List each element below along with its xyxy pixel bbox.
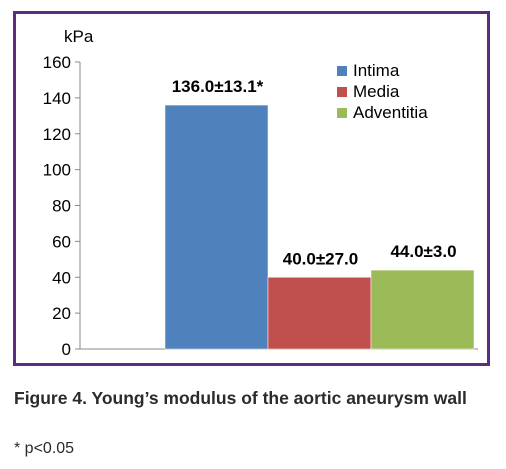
- legend-swatch-adventitia: [337, 108, 347, 118]
- y-tick-label: 160: [43, 53, 71, 72]
- legend-swatch-media: [337, 87, 347, 97]
- data-label-adventitia: 44.0±3.0: [390, 242, 456, 261]
- y-tick-label: 0: [62, 340, 71, 359]
- y-tick-label: 140: [43, 89, 71, 108]
- y-axis-title: kPa: [64, 27, 94, 46]
- legend-label-adventitia: Adventitia: [353, 103, 428, 122]
- legend-swatch-intima: [337, 66, 347, 76]
- data-label-intima: 136.0±13.1*: [172, 77, 264, 96]
- bar-intima: [164, 104, 269, 350]
- bar-media: [267, 277, 372, 350]
- y-tick-label: 60: [52, 232, 71, 251]
- legend: Intima Media Adventitia: [337, 61, 428, 122]
- legend-label-media: Media: [353, 82, 400, 101]
- bars: 136.0±13.1* 40.0±27.0 44.0±3.0: [164, 77, 475, 350]
- footnote: * p<0.05: [14, 440, 75, 457]
- y-tick-label: 40: [52, 268, 71, 287]
- bar-chart: kPa 0 20 40 60 80 100 120 140 160 136.0±13.1* 40.…: [43, 27, 478, 359]
- figure-caption: Figure 4. Young’s modulus of the aortic …: [14, 388, 467, 408]
- bar-adventitia: [370, 269, 475, 350]
- y-tick-label: 80: [52, 197, 71, 216]
- legend-label-intima: Intima: [353, 61, 400, 80]
- axes: 0 20 40 60 80 100 120 140 160: [43, 53, 478, 359]
- y-tick-label: 20: [52, 304, 71, 323]
- y-tick-label: 100: [43, 161, 71, 180]
- data-label-media: 40.0±27.0: [283, 249, 359, 268]
- y-tick-label: 120: [43, 125, 71, 144]
